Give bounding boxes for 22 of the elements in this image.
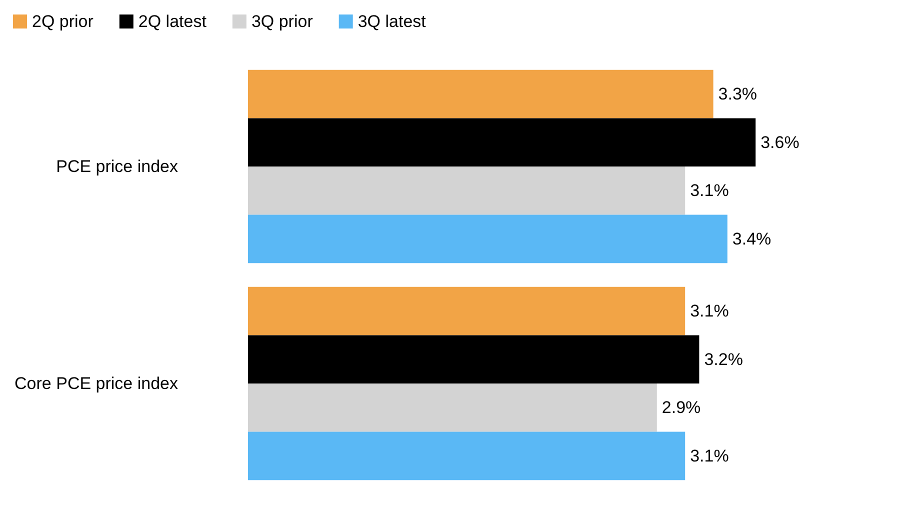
data-label: 3.3%	[718, 84, 758, 104]
bar	[248, 286, 686, 336]
bar	[248, 214, 728, 264]
bar	[248, 70, 714, 118]
bar	[248, 384, 657, 432]
y-tick-label: PCE price index	[56, 157, 178, 176]
data-label: 3.1%	[690, 181, 729, 200]
data-label: 2.9%	[662, 398, 701, 418]
bar	[248, 335, 700, 384]
data-label: 3.2%	[704, 350, 743, 369]
data-label: 3.1%	[690, 302, 729, 321]
data-label: 3.6%	[760, 132, 800, 152]
y-tick-label: Core PCE price index	[14, 374, 178, 393]
bar	[248, 118, 756, 166]
data-label: 3.1%	[690, 446, 729, 466]
legend-label: 3Q prior	[251, 12, 314, 31]
bar	[248, 166, 686, 215]
data-label: 3.4%	[732, 229, 772, 248]
legend-label: 2Q prior	[32, 12, 94, 31]
legend-label: 2Q latest	[138, 12, 207, 31]
legend-label: 3Q latest	[358, 12, 426, 31]
bar	[248, 432, 686, 480]
